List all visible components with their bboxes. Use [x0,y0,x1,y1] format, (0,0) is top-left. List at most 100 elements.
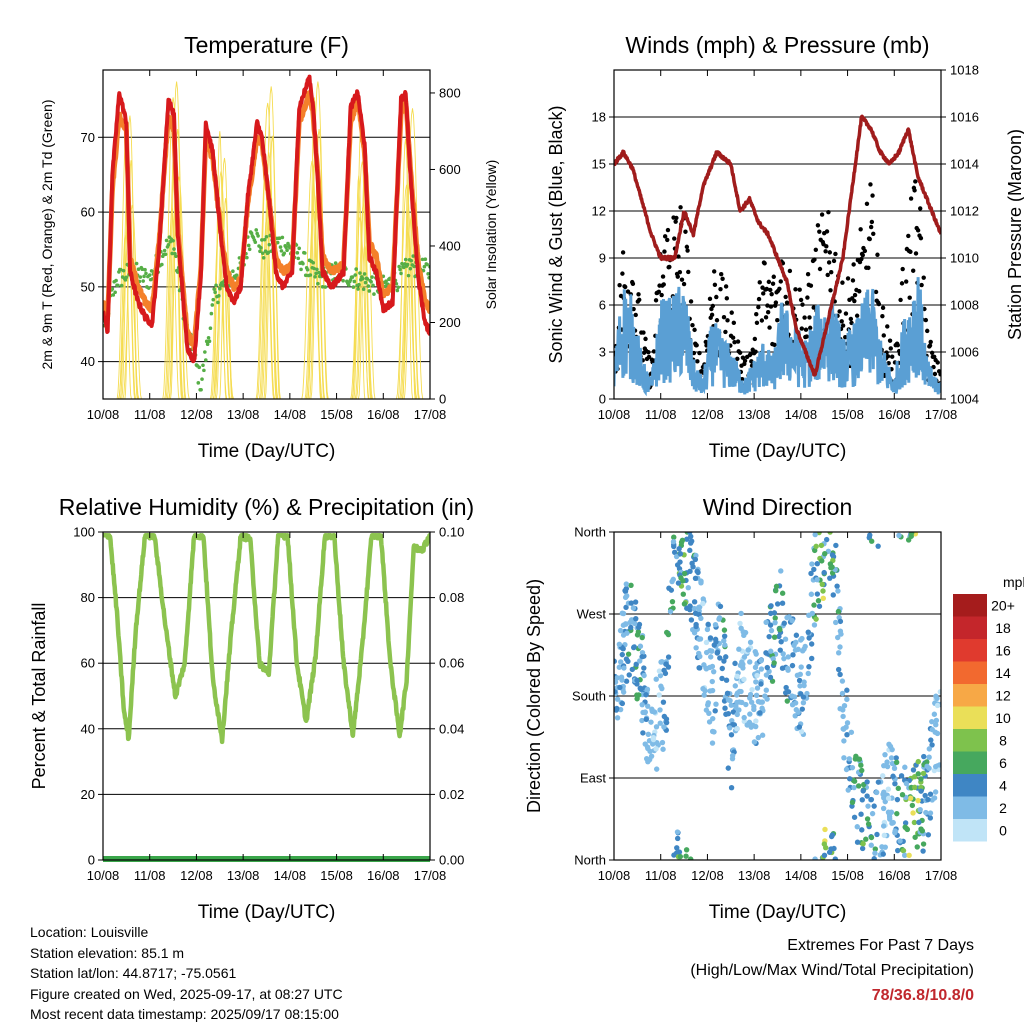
direction-point [624,593,630,599]
direction-point [844,687,850,693]
gust-point [720,276,725,281]
direction-point [753,651,759,657]
direction-point [643,692,649,698]
direction-point [671,549,678,555]
direction-point [906,852,912,859]
dewpoint-point [405,262,410,267]
gust-point [866,265,871,271]
direction-point [770,656,776,662]
x-tick-label: 13/08 [738,407,771,422]
direction-point [749,686,755,693]
direction-point [625,651,632,657]
legend-swatch [953,639,987,662]
dewpoint-point [320,284,325,289]
direction-point [671,534,677,540]
x-tick-label: 13/08 [227,407,260,422]
gust-point [800,302,805,307]
direction-point [859,845,866,852]
direction-point [661,667,667,673]
dewpoint-point [247,247,252,252]
direction-point [728,702,734,708]
gust-point [777,286,782,292]
direction-point [840,713,846,720]
extremes-title: Extremes For Past 7 Days [787,937,974,954]
direction-point [721,658,727,664]
y2-tick-label: 0.06 [439,656,464,671]
direction-point [661,713,668,720]
direction-point [753,692,760,698]
direction-point [721,638,727,644]
direction-point [910,810,916,816]
direction-point [811,622,818,628]
direction-point [806,664,812,670]
chart-title: Temperature (F) [184,32,349,58]
gust-point [798,297,804,303]
direction-point [815,598,822,604]
y2-axis-label: Solar Insolation (Yellow) [483,160,499,310]
direction-point [736,646,742,652]
chart-title: Relative Humidity (%) & Precipitation (i… [59,494,474,520]
dewpoint-point [234,273,239,277]
direction-point [821,841,828,847]
gust-point [688,299,694,304]
dewpoint-point [116,283,120,288]
direction-point [728,732,735,738]
direction-point [685,585,691,591]
direction-point [892,829,898,836]
direction-point [631,620,638,627]
gust-point [735,356,740,362]
gust-point [723,329,728,335]
gust-point [906,233,911,239]
gust-point [862,248,868,254]
direction-point [620,610,627,617]
direction-point [617,684,623,691]
dewpoint-point [361,287,366,291]
x-tick-label: 16/08 [367,407,400,422]
direction-point [891,765,898,771]
direction-point [660,699,667,705]
direction-point [816,603,823,609]
gust-point [771,274,776,279]
x-tick-label: 17/08 [414,407,447,422]
x-tick-label: 15/08 [320,407,353,422]
direction-point [865,803,871,809]
x-tick-label: 16/08 [367,868,400,883]
y-tick-label: 9 [599,251,606,266]
dewpoint-point [426,272,430,276]
direction-point [711,729,717,735]
direction-point [926,746,933,752]
gust-point [919,282,924,288]
dewpoint-point [346,283,351,287]
direction-point [772,619,778,626]
dewpoint-point [351,285,356,289]
solar-line [211,171,231,399]
dewpoint-point [206,335,211,340]
solar-line [397,138,414,399]
x-tick-label: 14/08 [274,407,307,422]
dewpoint-point [297,246,302,251]
direction-point [873,789,880,796]
direction-point [637,643,644,649]
direction-point [882,798,888,805]
direction-point [829,552,836,558]
direction-point [779,600,786,606]
station-latlon: Station lat/lon: 44.8717; -75.0561 [30,965,237,981]
direction-point [677,551,684,557]
x-tick-label: 10/08 [598,868,631,883]
solar-line [124,160,138,399]
y-tick-label: 6 [599,298,606,313]
direction-point [902,820,909,826]
direction-point [892,781,898,787]
gust-point [927,343,933,348]
dewpoint-point [166,243,171,247]
direction-point [663,719,670,726]
direction-point [835,588,841,594]
panel-direction: Wind Direction 10/08 11/08 12/08 13/08 14/08 1… [524,494,1024,923]
series-group [614,532,941,860]
direction-point [918,826,924,832]
direction-point [835,666,842,673]
direction-point [616,664,622,670]
gust-point [895,343,900,348]
x-tick-label: 14/08 [785,407,818,422]
